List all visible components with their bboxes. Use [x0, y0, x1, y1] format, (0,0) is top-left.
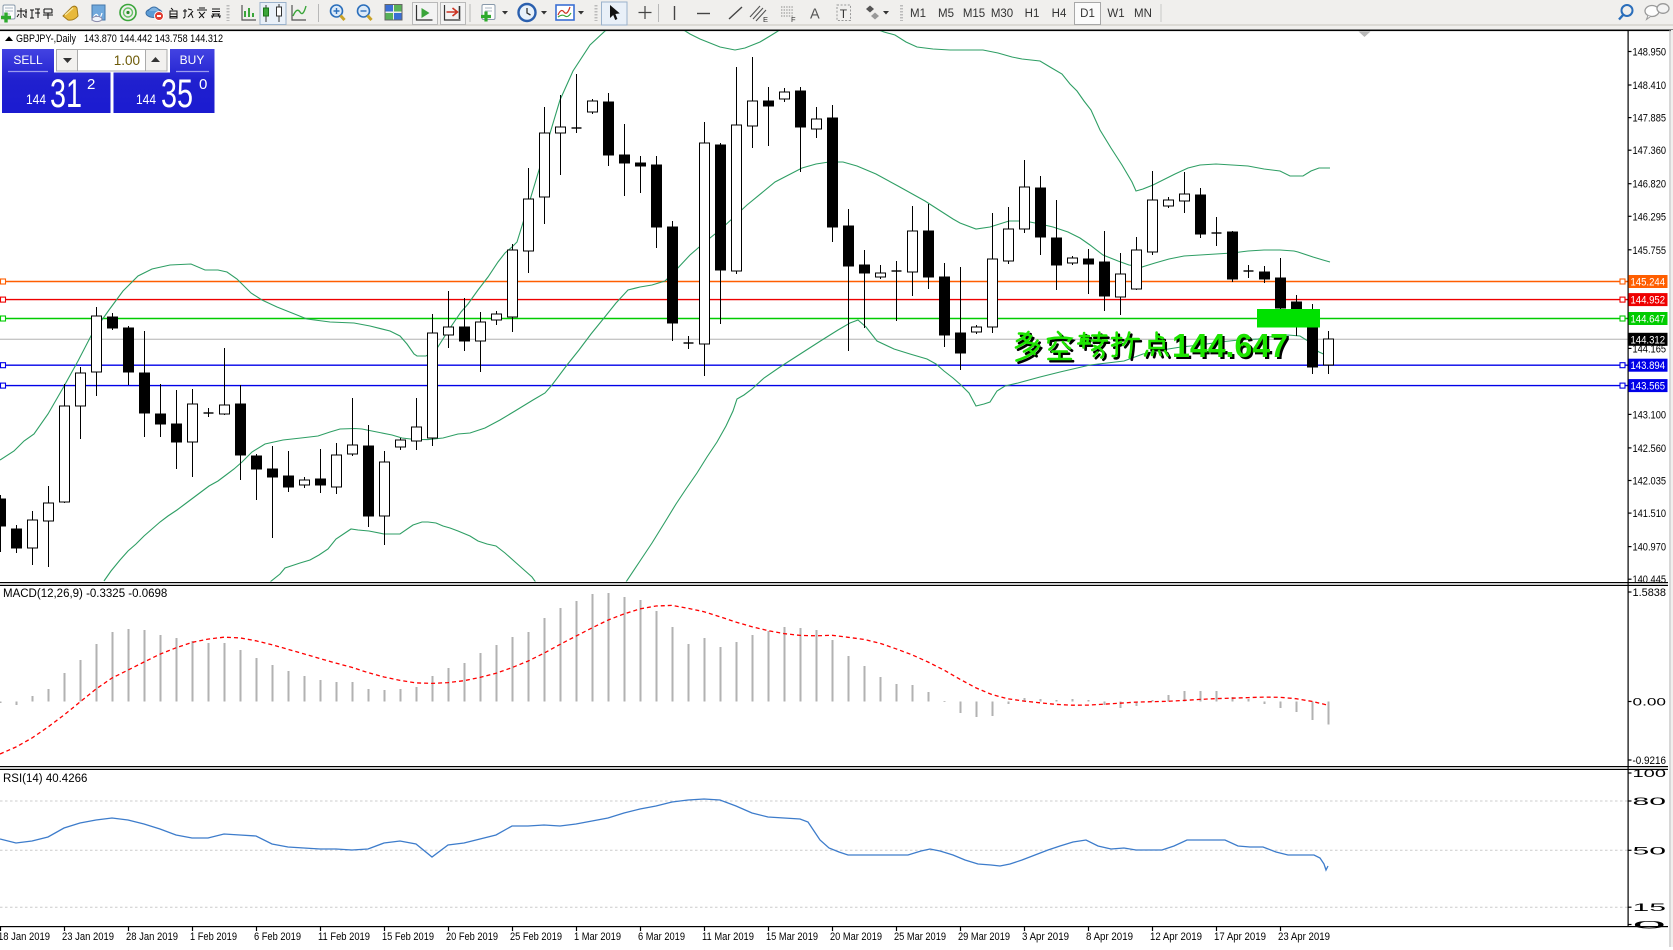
- svg-text:23 Apr 2019: 23 Apr 2019: [1278, 931, 1330, 943]
- svg-text:H4: H4: [1052, 8, 1067, 20]
- svg-text:144.952: 144.952: [1631, 295, 1666, 307]
- svg-text:142.560: 142.560: [1633, 443, 1667, 455]
- svg-text:M15: M15: [963, 8, 985, 20]
- svg-text:148.410: 148.410: [1633, 80, 1667, 92]
- svg-text:0.00: 0.00: [1633, 697, 1667, 709]
- svg-text:148.950: 148.950: [1633, 47, 1667, 59]
- svg-text:144.312: 144.312: [1631, 334, 1666, 346]
- svg-text:11 Mar 2019: 11 Mar 2019: [702, 931, 754, 943]
- svg-text:144: 144: [136, 91, 156, 107]
- svg-text:MACD(12,26,9) -0.3325 -0.0698: MACD(12,26,9) -0.3325 -0.0698: [3, 588, 167, 600]
- svg-text:F: F: [791, 15, 796, 24]
- svg-text:23 Jan 2019: 23 Jan 2019: [62, 931, 114, 943]
- svg-text:M5: M5: [938, 8, 954, 20]
- svg-text:SELL: SELL: [13, 53, 43, 67]
- svg-text:143.100: 143.100: [1633, 409, 1667, 421]
- svg-text:147.360: 147.360: [1633, 145, 1667, 157]
- svg-text:20 Mar 2019: 20 Mar 2019: [830, 931, 882, 943]
- svg-text:1.5838: 1.5838: [1633, 587, 1667, 599]
- svg-text:140.445: 140.445: [1633, 574, 1667, 586]
- svg-text:20 Feb 2019: 20 Feb 2019: [446, 931, 498, 943]
- svg-text:140.970: 140.970: [1633, 542, 1667, 554]
- svg-text:35: 35: [161, 72, 193, 116]
- svg-text:12 Apr 2019: 12 Apr 2019: [1150, 931, 1202, 943]
- svg-text:RSI(14) 40.4266: RSI(14) 40.4266: [3, 773, 87, 785]
- svg-text:T: T: [840, 7, 848, 21]
- svg-text:M30: M30: [991, 8, 1013, 20]
- svg-text:D1: D1: [1080, 8, 1095, 20]
- svg-text:6 Feb 2019: 6 Feb 2019: [254, 931, 301, 943]
- svg-text:80: 80: [1633, 796, 1667, 808]
- svg-text:31: 31: [50, 72, 82, 116]
- svg-text:145.244: 145.244: [1631, 277, 1666, 289]
- svg-text:H1: H1: [1025, 8, 1040, 20]
- svg-text:-0.9216: -0.9216: [1633, 755, 1667, 767]
- svg-text:17 Apr 2019: 17 Apr 2019: [1214, 931, 1266, 943]
- svg-text:50: 50: [1633, 845, 1667, 857]
- svg-text:28 Jan 2019: 28 Jan 2019: [126, 931, 178, 943]
- svg-text:144: 144: [26, 91, 46, 107]
- svg-text:6 Mar 2019: 6 Mar 2019: [638, 931, 685, 943]
- svg-text:142.035: 142.035: [1633, 476, 1667, 488]
- svg-text:0: 0: [199, 76, 207, 93]
- svg-text:100: 100: [1633, 768, 1667, 780]
- svg-text:BUY: BUY: [180, 53, 205, 67]
- svg-text:25 Mar 2019: 25 Mar 2019: [894, 931, 946, 943]
- svg-text:144.165: 144.165: [1633, 343, 1667, 355]
- svg-text:0: 0: [1633, 920, 1667, 932]
- svg-text:1 Feb 2019: 1 Feb 2019: [190, 931, 237, 943]
- svg-text:GBPJPY-,Daily: GBPJPY-,Daily: [16, 33, 76, 45]
- svg-text:M1: M1: [910, 8, 926, 20]
- svg-text:3 Apr 2019: 3 Apr 2019: [1022, 931, 1069, 943]
- svg-text:2: 2: [87, 76, 95, 93]
- svg-text:146.295: 146.295: [1633, 211, 1667, 223]
- svg-text:15 Feb 2019: 15 Feb 2019: [382, 931, 434, 943]
- svg-text:1 Mar 2019: 1 Mar 2019: [574, 931, 621, 943]
- svg-text:143.870 144.442 143.758 144.31: 143.870 144.442 143.758 144.312: [84, 33, 223, 45]
- svg-text:8 Apr 2019: 8 Apr 2019: [1086, 931, 1133, 943]
- svg-text:E: E: [763, 15, 768, 24]
- svg-text:11 Feb 2019: 11 Feb 2019: [318, 931, 370, 943]
- svg-text:144.647: 144.647: [1631, 314, 1666, 326]
- svg-text:1.00: 1.00: [114, 53, 140, 68]
- svg-text:25 Feb 2019: 25 Feb 2019: [510, 931, 562, 943]
- svg-text:A: A: [810, 7, 820, 23]
- svg-text:141.510: 141.510: [1633, 508, 1667, 520]
- svg-text:146.820: 146.820: [1633, 179, 1667, 191]
- svg-text:15 Mar 2019: 15 Mar 2019: [766, 931, 818, 943]
- svg-text:29 Mar 2019: 29 Mar 2019: [958, 931, 1010, 943]
- svg-text:18 Jan 2019: 18 Jan 2019: [0, 931, 50, 943]
- svg-text:15: 15: [1633, 902, 1667, 914]
- svg-text:143.894: 143.894: [1631, 360, 1666, 372]
- svg-text:145.755: 145.755: [1633, 245, 1667, 257]
- svg-text:MN: MN: [1134, 8, 1152, 20]
- svg-text:W1: W1: [1107, 8, 1124, 20]
- svg-text:144.647: 144.647: [1174, 329, 1290, 366]
- svg-text:147.885: 147.885: [1633, 113, 1667, 125]
- svg-text:144.647: 144.647: [1172, 327, 1288, 364]
- svg-text:143.565: 143.565: [1631, 381, 1666, 393]
